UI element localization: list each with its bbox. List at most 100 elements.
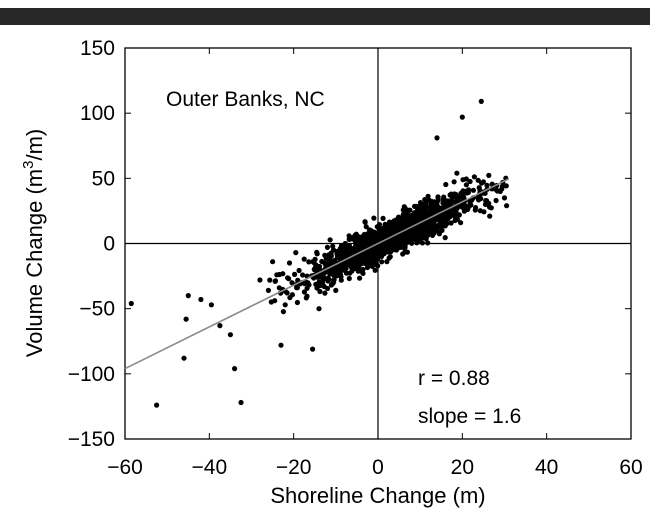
data-point (316, 279, 322, 285)
data-point (362, 254, 368, 261)
data-point (381, 243, 387, 249)
data-point (429, 232, 436, 238)
x-tick-label: 20 (451, 456, 474, 479)
data-point (483, 198, 489, 204)
data-point (217, 323, 223, 329)
data-point (372, 267, 378, 273)
data-point (439, 214, 445, 221)
x-tick-label: 40 (535, 456, 558, 479)
data-point (475, 177, 481, 183)
data-point (396, 214, 402, 220)
data-point (327, 268, 333, 275)
data-point (446, 198, 452, 205)
data-point (348, 248, 354, 255)
data-point (451, 206, 457, 212)
data-point (327, 237, 333, 243)
data-point (418, 205, 424, 211)
data-point (367, 258, 373, 264)
data-point (385, 245, 391, 251)
y-tick-label: −100 (68, 363, 115, 386)
data-point (358, 238, 364, 244)
data-point (463, 182, 469, 188)
y-axis-label-superscript: 3 (20, 161, 37, 169)
data-point (480, 179, 486, 185)
data-point (489, 181, 495, 187)
data-point (128, 300, 134, 307)
data-point (322, 290, 328, 296)
data-point (460, 188, 466, 194)
data-point (296, 267, 302, 274)
data-point (331, 277, 337, 283)
data-point (497, 188, 503, 194)
data-point (270, 259, 276, 265)
data-point (238, 399, 244, 406)
data-point (404, 249, 410, 255)
x-axis-label: Shoreline Change (m) (270, 483, 485, 508)
data-point (475, 195, 481, 201)
y-tick-label: 100 (80, 102, 115, 125)
data-point (434, 207, 440, 213)
data-point (444, 212, 450, 218)
data-point (208, 302, 214, 308)
x-tick-label: −20 (276, 456, 312, 479)
data-point (363, 240, 369, 247)
data-point (343, 250, 349, 256)
data-point (412, 236, 418, 242)
axis-ticks (124, 47, 632, 440)
data-point (324, 285, 331, 292)
data-point (357, 243, 363, 249)
data-point (461, 201, 467, 207)
data-point (404, 210, 410, 216)
data-point (268, 299, 274, 305)
data-point (310, 346, 316, 352)
y-axis-label-main: Volume Change (m (22, 169, 47, 357)
data-point (459, 114, 465, 120)
data-point (467, 198, 473, 204)
data-point (354, 256, 360, 262)
data-point (415, 210, 421, 216)
data-point (499, 183, 505, 189)
data-point (464, 188, 470, 194)
data-point (399, 242, 405, 249)
data-point (486, 172, 492, 178)
data-point (428, 198, 435, 204)
data-point (487, 213, 493, 219)
data-point (448, 220, 454, 226)
data-point (322, 252, 328, 258)
data-point (453, 191, 459, 197)
data-point (379, 228, 385, 234)
data-point (314, 285, 320, 291)
data-point (423, 233, 429, 239)
data-point (400, 216, 406, 223)
y-axis-label: Volume Change (m3/m) (20, 129, 47, 357)
data-point (444, 221, 450, 227)
data-point (375, 263, 381, 269)
data-point (461, 195, 467, 201)
data-point (304, 293, 310, 299)
data-point (434, 135, 440, 141)
data-point (227, 332, 233, 338)
data-point (417, 238, 423, 244)
data-point (386, 255, 392, 261)
data-point (300, 272, 306, 278)
data-point (289, 292, 295, 298)
data-point (257, 277, 263, 283)
data-point (372, 254, 378, 260)
data-point (293, 250, 299, 256)
data-point (346, 275, 352, 282)
data-point (328, 282, 334, 288)
data-point (320, 275, 326, 281)
data-point (272, 278, 278, 284)
data-point (286, 276, 292, 282)
data-point (314, 251, 320, 257)
x-tick-label: 60 (619, 456, 642, 479)
y-tick-label: 50 (92, 167, 115, 190)
data-point (325, 278, 331, 284)
data-point (473, 205, 479, 211)
data-point (493, 197, 499, 204)
data-point (467, 178, 473, 185)
data-point (350, 265, 356, 271)
x-tick-label: −60 (107, 456, 143, 479)
data-point (347, 259, 354, 265)
